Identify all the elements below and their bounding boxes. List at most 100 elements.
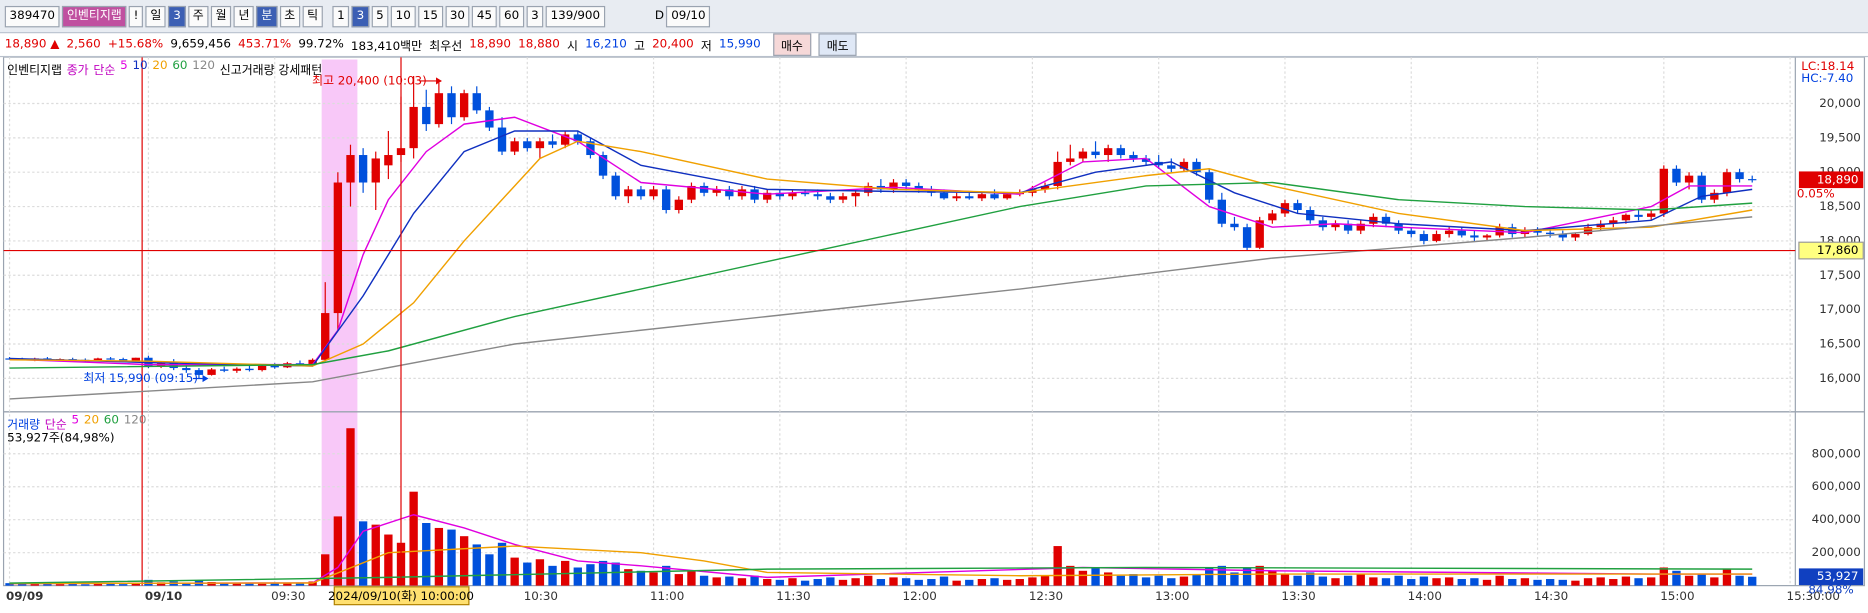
minute-button[interactable]: 5 bbox=[371, 5, 389, 27]
period-button[interactable]: 분 bbox=[256, 5, 278, 27]
candle-body bbox=[788, 192, 797, 197]
candle-body bbox=[800, 192, 810, 195]
volume-bar bbox=[1394, 575, 1403, 586]
period-button[interactable]: 초 bbox=[279, 5, 300, 27]
candle-body bbox=[687, 185, 696, 200]
candle-body bbox=[131, 357, 140, 361]
volume-bar bbox=[548, 565, 557, 586]
candle-body bbox=[1331, 223, 1340, 228]
y-tick-label: 200,000 bbox=[1812, 545, 1861, 559]
candle-body bbox=[321, 313, 330, 360]
minute-button[interactable]: 30 bbox=[445, 5, 470, 27]
legend-item: 20 bbox=[83, 414, 100, 428]
volume-bar bbox=[472, 544, 481, 586]
stock-name[interactable]: 인벤티지랩 bbox=[62, 5, 127, 27]
volume-bar bbox=[876, 579, 886, 586]
minute-button[interactable]: 3 bbox=[351, 5, 370, 27]
candle-body bbox=[952, 196, 961, 199]
volume-bar bbox=[649, 572, 658, 586]
candle-body bbox=[548, 141, 557, 145]
quote-item: 2,560 bbox=[66, 38, 101, 52]
minute-button[interactable]: 60 bbox=[499, 5, 524, 27]
volume-bar bbox=[725, 576, 734, 586]
volume-bar bbox=[813, 579, 822, 586]
y-tick-label: 800,000 bbox=[1812, 446, 1861, 460]
crosshair-time: 2024/09/10(화) 10:00:00 bbox=[328, 589, 474, 603]
volume-bar bbox=[977, 579, 987, 586]
period-button[interactable]: 틱 bbox=[302, 5, 323, 27]
volume-bar bbox=[1343, 575, 1353, 586]
quote-item: 18,890 bbox=[469, 38, 512, 52]
legend-volume: 거래량 bbox=[7, 418, 41, 433]
candle-body bbox=[333, 182, 343, 314]
candle-body bbox=[1583, 227, 1593, 235]
candle-body bbox=[1141, 158, 1151, 162]
unit-input[interactable]: 3 bbox=[526, 5, 544, 27]
volume-bar bbox=[1748, 576, 1757, 586]
volume-bar bbox=[321, 554, 330, 586]
ma-line bbox=[9, 140, 1753, 367]
candle-body bbox=[636, 189, 646, 197]
candle-body bbox=[106, 358, 115, 360]
volume-info: 53,927주(84,98%) bbox=[7, 432, 115, 446]
candle-body bbox=[1369, 216, 1378, 224]
minute-button[interactable]: 1 bbox=[332, 5, 350, 27]
candle-body bbox=[358, 155, 368, 183]
volume-bar bbox=[1129, 574, 1138, 586]
candle-body bbox=[826, 196, 835, 200]
volume-bar bbox=[1722, 569, 1732, 586]
x-tick-label: 10:30 bbox=[524, 589, 558, 603]
last-price: 18,890 bbox=[1817, 172, 1859, 186]
volume-bar bbox=[1647, 577, 1656, 586]
candle-body bbox=[1545, 232, 1555, 235]
order-button[interactable]: 매도 bbox=[818, 33, 857, 56]
high-annotation: 최고 20,400 (10:03) bbox=[312, 73, 427, 87]
candle-body bbox=[232, 368, 242, 371]
range-display: 139/900 bbox=[545, 5, 605, 27]
code-input[interactable]: 389470 bbox=[4, 5, 60, 27]
legend-pattern: 신고거래량 강세패턴 bbox=[219, 64, 323, 78]
volume-bar bbox=[1482, 579, 1492, 586]
x-tick-label: 09:30 bbox=[271, 589, 305, 603]
volume-bar bbox=[864, 575, 873, 586]
quote-item: 453.71% bbox=[238, 38, 292, 52]
minute-button[interactable]: 45 bbox=[472, 5, 497, 27]
last-volume-box bbox=[1798, 568, 1864, 586]
volume-bar bbox=[93, 583, 103, 586]
volume-bar bbox=[1078, 570, 1088, 586]
volume-bar bbox=[611, 562, 620, 586]
candle-body bbox=[119, 359, 128, 361]
period-button[interactable]: 월 bbox=[210, 5, 232, 27]
volume-bar bbox=[927, 579, 936, 586]
minute-button[interactable]: 15 bbox=[417, 5, 443, 27]
candle-body bbox=[1217, 199, 1226, 224]
date-flag[interactable]: D bbox=[654, 9, 665, 23]
volume-bar bbox=[1508, 579, 1517, 586]
volume-legend: 거래량 단순 5 20 60 120 bbox=[7, 414, 146, 432]
legend-method: 단순 bbox=[93, 64, 116, 78]
order-button[interactable]: 매수 bbox=[772, 33, 812, 56]
period-button[interactable]: 일 bbox=[145, 5, 167, 27]
volume-bar bbox=[510, 557, 519, 586]
volume-bar bbox=[68, 583, 77, 586]
candle-body bbox=[93, 358, 103, 361]
legend-ma: 5 10 20 60 120 bbox=[120, 60, 215, 78]
period-button[interactable]: 년 bbox=[233, 5, 255, 27]
volume-bar bbox=[1116, 575, 1125, 586]
date-input[interactable]: 09/10 bbox=[666, 5, 711, 27]
quote-item: 18,890 ▲ bbox=[4, 38, 60, 52]
lc-label: LC:18.14 bbox=[1801, 59, 1854, 73]
alert-button[interactable]: ! bbox=[128, 5, 144, 27]
period-button[interactable]: 주 bbox=[187, 5, 209, 27]
volume-bar bbox=[1205, 567, 1214, 586]
quote-item: 18,880 bbox=[518, 38, 560, 52]
period-button[interactable]: 3 bbox=[168, 5, 186, 27]
volume-bar bbox=[662, 565, 671, 586]
last-change: 0.05% bbox=[1797, 187, 1835, 201]
volume-bar bbox=[1280, 574, 1290, 586]
candle-body bbox=[1571, 234, 1580, 238]
quote-item: 최우선 bbox=[429, 40, 463, 54]
minute-button[interactable]: 10 bbox=[390, 5, 416, 27]
volume-bar bbox=[750, 575, 759, 586]
